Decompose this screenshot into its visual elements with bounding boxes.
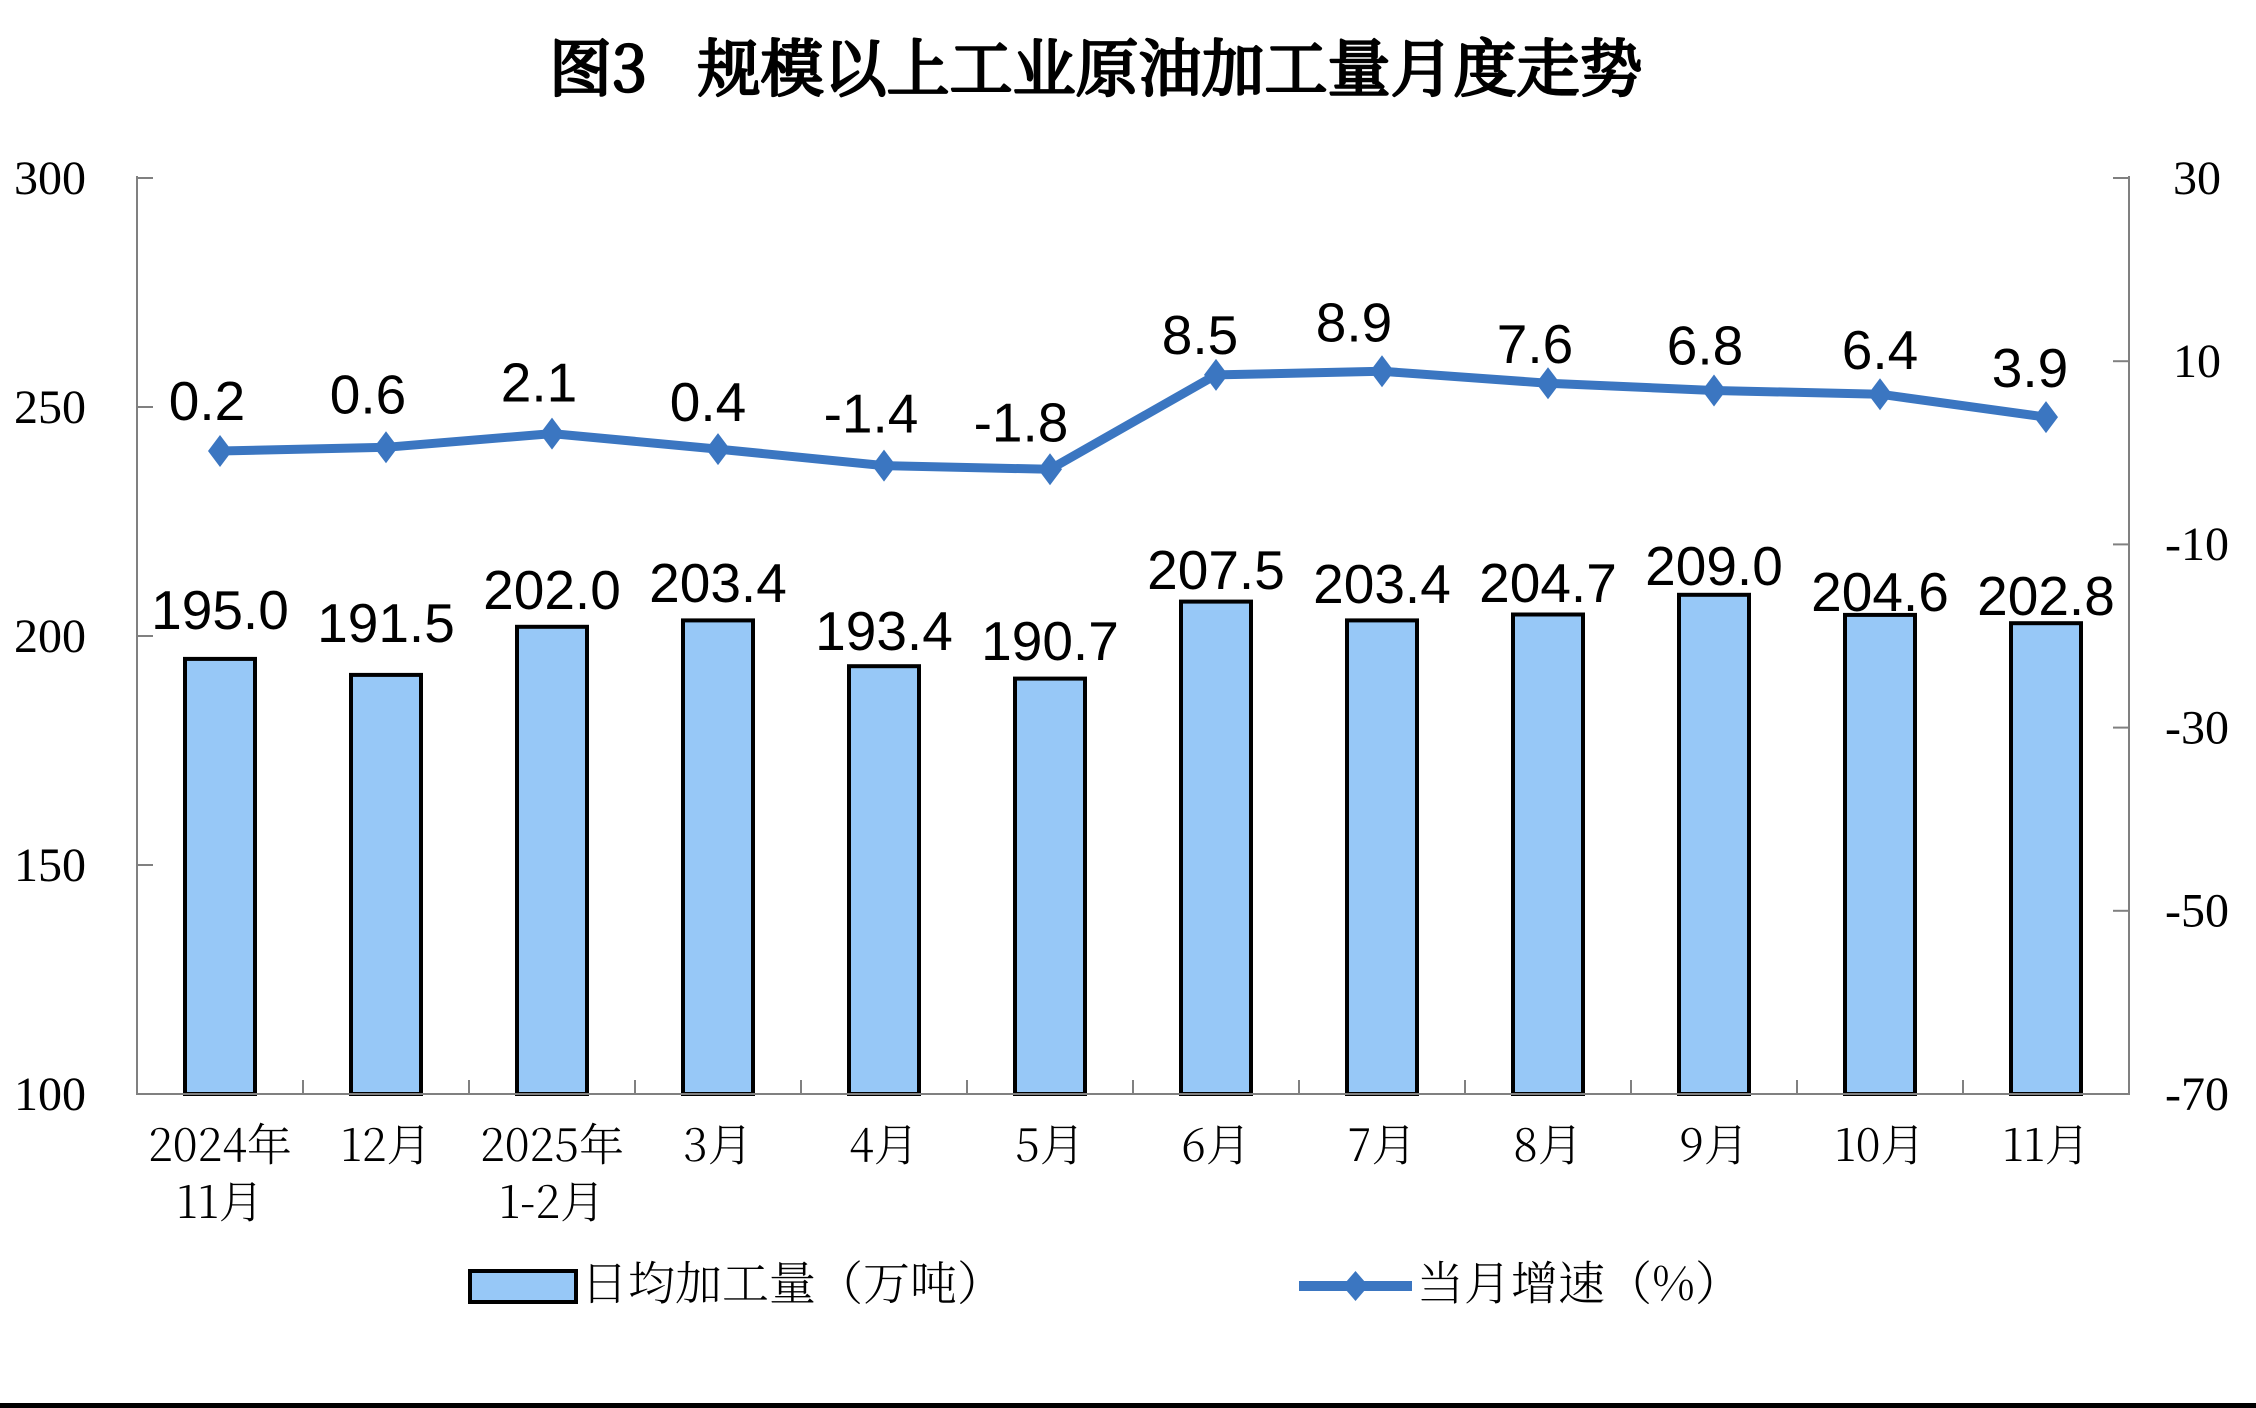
svg-text:-1.4: -1.4 xyxy=(824,383,919,445)
svg-text:300: 300 xyxy=(14,152,86,205)
svg-text:204.6: 204.6 xyxy=(1811,561,1949,623)
svg-text:-70: -70 xyxy=(2165,1068,2229,1121)
svg-text:6.4: 6.4 xyxy=(1842,319,1918,381)
svg-text:-50: -50 xyxy=(2165,885,2229,938)
svg-text:8.9: 8.9 xyxy=(1316,291,1392,353)
svg-text:190.7: 190.7 xyxy=(981,610,1119,672)
svg-text:2.1: 2.1 xyxy=(501,352,577,414)
svg-text:8.5: 8.5 xyxy=(1162,304,1238,366)
svg-text:7.6: 7.6 xyxy=(1497,313,1573,375)
svg-text:-1.8: -1.8 xyxy=(974,391,1069,453)
svg-text:203.4: 203.4 xyxy=(649,552,787,614)
svg-text:195.0: 195.0 xyxy=(151,579,289,641)
svg-text:6.8: 6.8 xyxy=(1667,315,1743,377)
svg-text:10: 10 xyxy=(2173,335,2221,388)
svg-text:203.4: 203.4 xyxy=(1313,553,1451,615)
svg-text:204.7: 204.7 xyxy=(1479,552,1617,614)
svg-text:191.5: 191.5 xyxy=(317,592,455,654)
svg-text:30: 30 xyxy=(2173,152,2221,205)
svg-text:100: 100 xyxy=(14,1068,86,1121)
svg-text:202.0: 202.0 xyxy=(483,559,621,621)
svg-text:0.2: 0.2 xyxy=(169,370,245,432)
svg-text:0.6: 0.6 xyxy=(330,363,406,425)
svg-text:200: 200 xyxy=(14,610,86,663)
svg-text:209.0: 209.0 xyxy=(1645,535,1783,597)
svg-text:0.4: 0.4 xyxy=(670,371,746,433)
svg-text:193.4: 193.4 xyxy=(815,600,953,662)
svg-text:207.5: 207.5 xyxy=(1147,539,1285,601)
svg-text:202.8: 202.8 xyxy=(1977,565,2115,627)
svg-text:250: 250 xyxy=(14,381,86,434)
svg-text:-10: -10 xyxy=(2165,518,2229,571)
svg-text:-30: -30 xyxy=(2165,701,2229,754)
svg-text:150: 150 xyxy=(14,839,86,892)
svg-text:3.9: 3.9 xyxy=(1992,337,2068,399)
